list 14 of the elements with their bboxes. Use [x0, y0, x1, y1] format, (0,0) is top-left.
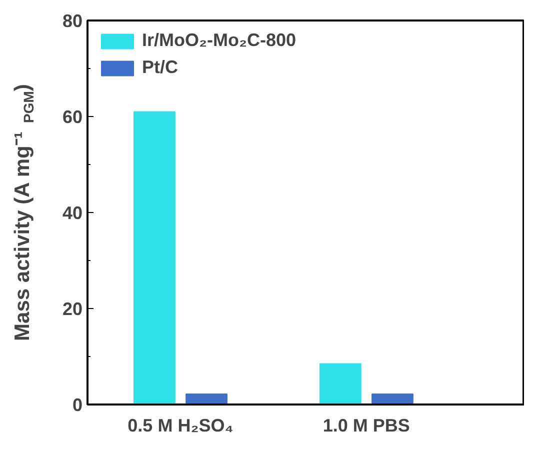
bar [372, 393, 414, 404]
y-tick-label: 60 [62, 107, 83, 127]
y-axis-title: Mass activity (A mg⁻¹PGM) [11, 84, 36, 341]
bar [186, 393, 228, 404]
x-tick-label: 1.0 M PBS [322, 416, 410, 436]
legend-label: Ir/MoO₂-Mo₂C-800 [142, 30, 296, 51]
y-tick-label: 20 [62, 299, 83, 319]
legend-label: Pt/C [142, 57, 178, 78]
bar [133, 111, 176, 404]
y-tick-label: 80 [62, 11, 83, 31]
y-tick-label: 40 [62, 203, 83, 223]
x-tick-label: 0.5 M H₂SO₄ [128, 416, 234, 436]
bar [319, 363, 362, 404]
y-tick-label: 0 [72, 395, 83, 415]
